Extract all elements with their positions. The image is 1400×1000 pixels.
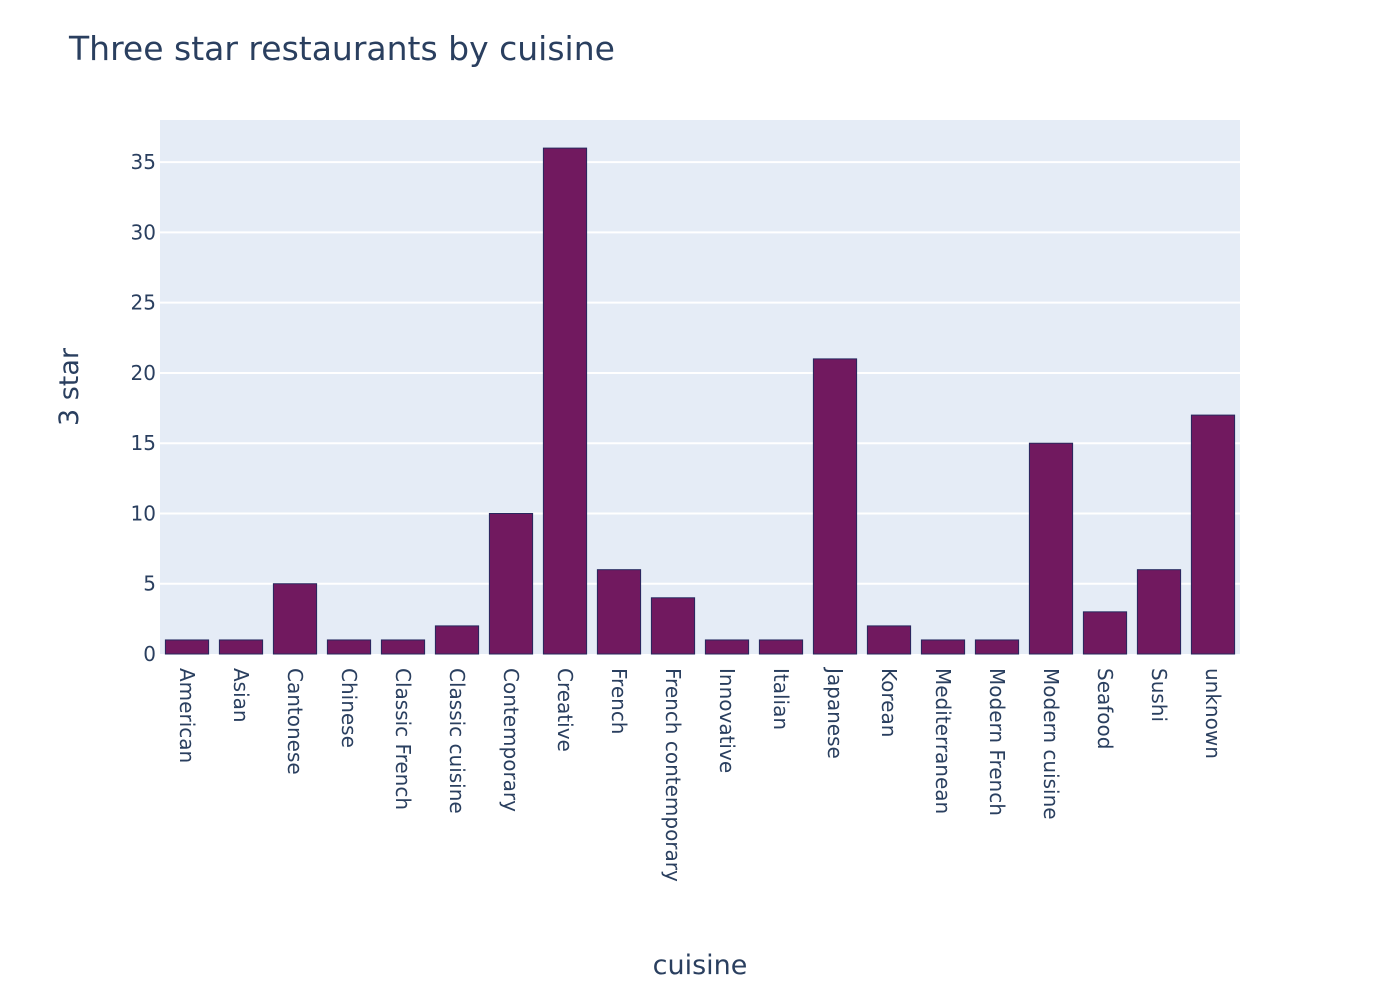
bar <box>650 597 696 655</box>
x-tick-label: Classic cuisine <box>445 668 469 814</box>
bar <box>704 639 750 655</box>
y-tick-label: 35 <box>131 150 156 174</box>
x-tick-label: Italian <box>769 668 793 730</box>
bar <box>1190 414 1236 655</box>
x-tick-label: Classic French <box>391 668 415 810</box>
bar <box>1028 442 1074 655</box>
bar <box>866 625 912 655</box>
bars <box>164 147 1236 655</box>
bar <box>380 639 426 655</box>
chart-title: Three star restaurants by cuisine <box>68 29 615 68</box>
bar <box>488 512 534 655</box>
x-tick-label: Seafood <box>1093 668 1117 749</box>
x-tick-label: Creative <box>553 668 577 752</box>
x-tick-label: Chinese <box>337 668 361 748</box>
y-tick-label: 10 <box>131 501 156 525</box>
y-axis-ticks: 0 5 10 15 20 25 30 35 <box>131 150 156 666</box>
bar <box>758 639 804 655</box>
y-tick-label: 30 <box>131 220 156 244</box>
plot-area <box>160 120 1240 654</box>
bar <box>974 639 1020 655</box>
x-tick-label: American <box>175 668 199 763</box>
bar <box>920 639 966 655</box>
x-tick-label: Korean <box>877 668 901 737</box>
x-tick-label: French contemporary <box>661 668 685 882</box>
y-tick-label: 5 <box>143 572 156 596</box>
bar <box>542 147 588 655</box>
bar <box>812 358 858 655</box>
bar <box>596 569 642 655</box>
bar <box>164 639 210 655</box>
x-tick-label: Contemporary <box>499 668 523 812</box>
bar <box>272 583 318 655</box>
x-tick-label: Asian <box>229 668 253 723</box>
y-tick-label: 20 <box>131 361 156 385</box>
bar <box>326 639 372 655</box>
bar <box>434 625 480 655</box>
y-tick-label: 25 <box>131 291 156 315</box>
gridlines <box>160 161 1240 585</box>
x-tick-label: Modern cuisine <box>1039 668 1063 820</box>
x-tick-label: Innovative <box>715 668 739 773</box>
x-axis-ticks: American Asian Cantonese Chinese Classic Fre… <box>175 666 1225 882</box>
x-tick-label: Cantonese <box>283 668 307 775</box>
x-tick-label: unknown <box>1201 668 1225 759</box>
bar <box>218 639 264 655</box>
y-axis-title: 3 star <box>54 347 85 426</box>
bar <box>1136 569 1182 655</box>
x-tick-label: Modern French <box>985 668 1009 816</box>
x-tick-label: Sushi <box>1147 668 1171 722</box>
x-tick-label: Japanese <box>823 666 847 759</box>
x-tick-label: French <box>607 668 631 734</box>
x-axis-title: cuisine <box>653 950 748 981</box>
bar <box>1082 611 1128 655</box>
y-tick-label: 15 <box>131 431 156 455</box>
y-tick-label: 0 <box>143 642 156 666</box>
x-tick-label: Mediterranean <box>931 668 955 814</box>
